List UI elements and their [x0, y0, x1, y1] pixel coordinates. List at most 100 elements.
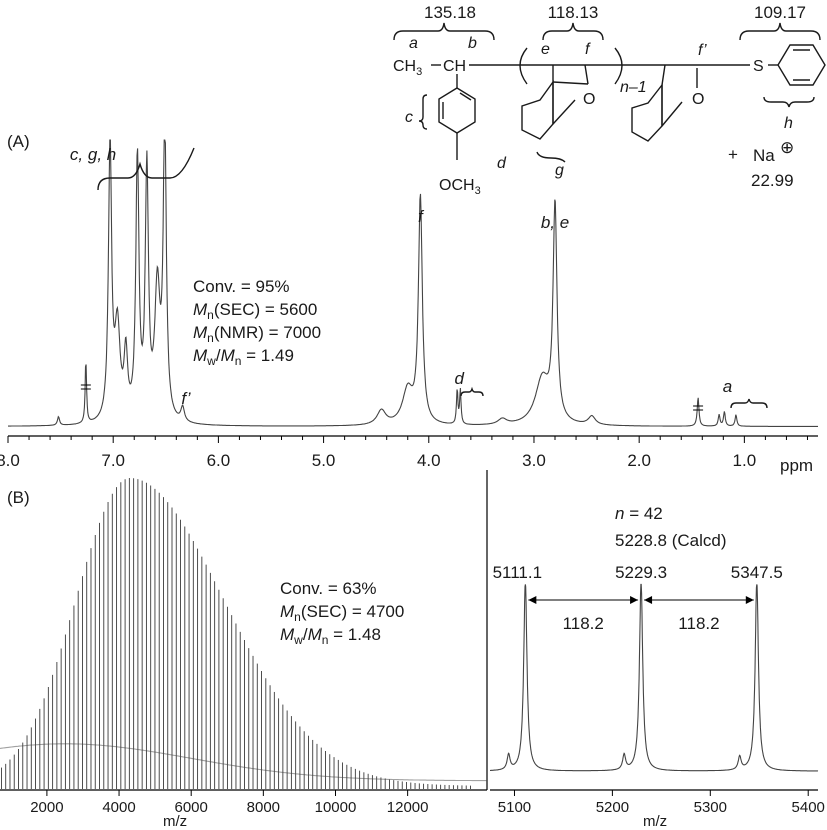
chemical-structure: 135.18 118.13 109.17 a b CH3 CH OCH3 c d… [393, 3, 826, 197]
spacing-label-1: 118.2 [678, 614, 719, 633]
phenyl-ring [777, 44, 826, 86]
panel-b-dispersity: Mw/Mn = 1.48 [280, 625, 381, 647]
panel-b-mw-sub: w [293, 633, 303, 647]
spacing-arrow-head-right-0 [630, 596, 639, 604]
panel-a-mw-sub: w [206, 354, 216, 368]
bond-cf [552, 81, 589, 85]
panel-a-tick-label-0: 8.0 [0, 451, 20, 470]
brace-c [418, 94, 428, 130]
panel-b-tick-label-1: 4000 [102, 799, 135, 816]
panel-b-mn-sec-m: M [280, 602, 295, 621]
panel-a-xlabel: ppm [780, 456, 813, 475]
panel-b-mn: M [308, 625, 323, 644]
panel-a-tick-label-1: 7.0 [101, 451, 125, 470]
benzofuran-benzene [521, 79, 554, 140]
panel-a-peak-label-3: d [455, 369, 465, 388]
ome-text: OCH [439, 177, 475, 194]
mass-right-unit: 109.17 [754, 3, 806, 22]
panel-b-stats: Conv. = 63% Mn(SEC) = 4700 Mw/Mn = 1.48 [280, 579, 404, 647]
zoom-peak-label-2: 5347.5 [731, 563, 783, 582]
mass-mid-unit: 118.13 [548, 3, 599, 22]
panel-a-tick-label-6: 2.0 [627, 451, 651, 470]
zoom-peak-labels: 5111.1 5229.3 5347.5 [493, 563, 783, 582]
mass-sodium: 22.99 [751, 171, 794, 190]
zoom-ticks: 5100 5200 5300 5400 [498, 790, 825, 816]
zoom-peak-label-0: 5111.1 [493, 563, 542, 582]
panel-b-tick-label-4: 10000 [315, 799, 357, 816]
panel-b-mw: M [280, 625, 295, 644]
panel-a-conv: Conv. = 95% [193, 277, 290, 296]
maldi-peak-bars [0, 478, 487, 789]
brace-mid-unit [542, 22, 604, 41]
label-fprime: f’ [698, 42, 707, 59]
oxygen-2: O [692, 91, 704, 108]
panel-a: (A) 8.0 7.0 6.0 5.0 4.0 3.0 2.0 1.0 ppm c, g, h… [0, 132, 818, 475]
panel-b-mn-sec: Mn(SEC) = 4700 [280, 602, 404, 624]
bond-terminal-e [661, 64, 666, 86]
sulfur: S [753, 58, 764, 75]
panel-a-mn-sec: Mn(SEC) = 5600 [193, 300, 317, 322]
ome-sub: 3 [475, 185, 481, 197]
panel-a-mw: M [193, 346, 208, 365]
panel-a-peak-labels: c, g, h f’ f d b, e a [70, 145, 732, 408]
panel-a-peak-label-2: f [418, 207, 425, 226]
label-b: b [468, 35, 477, 52]
plus-sign: + [728, 145, 738, 164]
panel-a-slash: / [216, 346, 221, 365]
panel-a-disp-rest: = 1.49 [241, 346, 293, 365]
panel-a-dispersity: Mw/Mn = 1.49 [193, 346, 294, 368]
spacing-arrow-head-right-1 [745, 596, 754, 604]
brace-cgh [97, 147, 195, 191]
panel-a-mn-nmr-m: M [193, 323, 208, 342]
zoom-tick-label-1: 5200 [596, 799, 629, 816]
panel-a-tick-label-4: 4.0 [417, 451, 441, 470]
panel-a-peak-label-1: f’ [181, 389, 190, 408]
zoom-spectrum-line [490, 583, 819, 772]
n-minus-one: n–1 [620, 79, 647, 96]
ch-group: CH [443, 58, 466, 75]
zoom-peak-label-1: 5229.3 [615, 563, 667, 582]
paren-left [519, 47, 528, 85]
panel-b-mn-sec-rest: (SEC) = 4700 [301, 602, 404, 621]
zoom-xlabel: m/z [643, 813, 667, 830]
label-a: a [409, 35, 418, 52]
sodium-charge: ⊕ [780, 138, 794, 157]
ch3-group: CH3 [393, 58, 422, 78]
brace-right-unit [739, 22, 821, 41]
brace-h [763, 96, 815, 108]
panel-b-ticks: 2000 4000 6000 8000 10000 12000 [30, 790, 428, 816]
zoom-tick-label-2: 5300 [694, 799, 727, 816]
panel-a-mn-nmr-rest: (NMR) = 7000 [214, 323, 321, 342]
paren-right [614, 47, 623, 85]
panel-b-xlabel: m/z [163, 813, 187, 830]
zoom-spacing-arrows: 118.2 118.2 [528, 596, 754, 633]
terminal-bond-o [661, 101, 683, 127]
panel-b-conv: Conv. = 63% [280, 579, 377, 598]
zoom-tick-label-3: 5400 [792, 799, 825, 816]
panel-b-zoom: 5100 5200 5300 5400 5111.1 5229.3 5347.5 118.… [490, 504, 825, 830]
spacing-label-0: 118.2 [563, 614, 604, 633]
ome-group: OCH3 [439, 177, 481, 197]
panel-b-slash: / [303, 625, 308, 644]
panel-b: (B) 2000 4000 6000 8000 10000 12000 m/z Conv.… [0, 470, 488, 830]
panel-a-mn: M [221, 346, 236, 365]
zoom-n-rest: = 42 [624, 504, 662, 523]
nmr-spectrum-line [8, 139, 818, 427]
panel-a-tick-label-3: 5.0 [312, 451, 336, 470]
panel-b-tick-label-3: 8000 [247, 799, 280, 816]
maldi-baseline-haze [0, 743, 487, 782]
panel-a-mn-nmr: Mn(NMR) = 7000 [193, 323, 321, 345]
panel-a-ticks: 8.0 7.0 6.0 5.0 4.0 3.0 2.0 1.0 [0, 436, 808, 470]
zoom-n-var: n [615, 504, 624, 523]
methoxyphenyl-ring [438, 87, 476, 134]
panel-a-mn-nmr-sub: n [207, 331, 214, 345]
impurity-marks [80, 384, 704, 411]
panel-b-tick-label-5: 12000 [387, 799, 429, 816]
panel-b-mn-sec-sub: n [294, 610, 301, 624]
brace-left-unit [393, 22, 495, 41]
ch3-text: CH [393, 58, 416, 75]
zoom-n-label: n = 42 [615, 504, 663, 523]
bond-f [584, 64, 589, 85]
panel-b-disp-rest: = 1.48 [328, 625, 380, 644]
